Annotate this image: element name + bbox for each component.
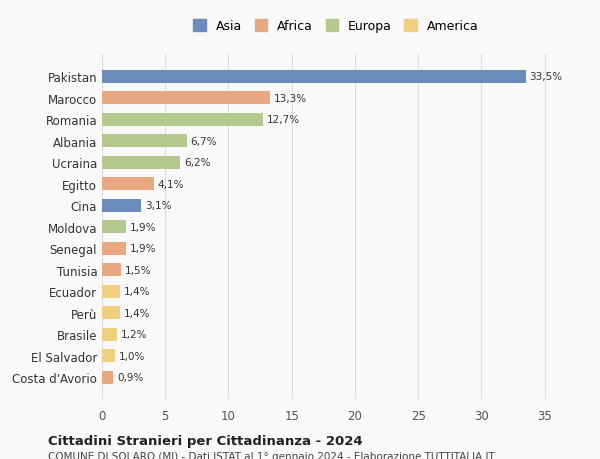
Text: 33,5%: 33,5% bbox=[530, 72, 563, 82]
Bar bbox=[102, 285, 120, 298]
Bar bbox=[102, 199, 141, 212]
Bar bbox=[102, 178, 154, 191]
Bar bbox=[102, 349, 115, 362]
Text: 3,1%: 3,1% bbox=[145, 201, 172, 211]
Bar bbox=[102, 263, 121, 276]
Bar bbox=[102, 157, 181, 169]
Text: 1,9%: 1,9% bbox=[130, 244, 157, 254]
Text: 13,3%: 13,3% bbox=[274, 94, 307, 104]
Text: 1,0%: 1,0% bbox=[118, 351, 145, 361]
Bar bbox=[102, 307, 120, 319]
Text: Cittadini Stranieri per Cittadinanza - 2024: Cittadini Stranieri per Cittadinanza - 2… bbox=[48, 434, 362, 447]
Text: 12,7%: 12,7% bbox=[266, 115, 299, 125]
Bar bbox=[102, 371, 113, 384]
Bar bbox=[102, 71, 526, 84]
Bar bbox=[102, 328, 117, 341]
Legend: Asia, Africa, Europa, America: Asia, Africa, Europa, America bbox=[190, 17, 482, 37]
Text: 0,9%: 0,9% bbox=[117, 372, 143, 382]
Text: 6,2%: 6,2% bbox=[184, 158, 211, 168]
Text: 6,7%: 6,7% bbox=[191, 136, 217, 146]
Text: 1,9%: 1,9% bbox=[130, 222, 157, 232]
Bar bbox=[102, 113, 263, 127]
Bar bbox=[102, 135, 187, 148]
Bar bbox=[102, 92, 270, 105]
Text: COMUNE DI SOLARO (MI) - Dati ISTAT al 1° gennaio 2024 - Elaborazione TUTTITALIA.: COMUNE DI SOLARO (MI) - Dati ISTAT al 1°… bbox=[48, 451, 495, 459]
Bar bbox=[102, 221, 126, 234]
Text: 4,1%: 4,1% bbox=[158, 179, 184, 189]
Text: 1,2%: 1,2% bbox=[121, 330, 148, 339]
Text: 1,4%: 1,4% bbox=[124, 308, 150, 318]
Text: 1,4%: 1,4% bbox=[124, 286, 150, 297]
Bar bbox=[102, 242, 126, 255]
Text: 1,5%: 1,5% bbox=[125, 265, 151, 275]
